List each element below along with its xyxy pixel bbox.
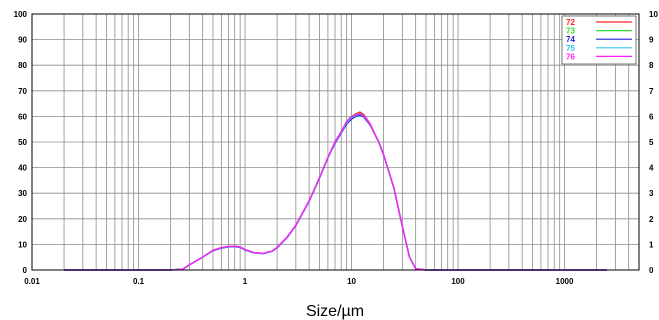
series-line-73 — [64, 112, 607, 271]
x-tick-label: 10 — [347, 277, 356, 286]
legend-label: 73 — [566, 27, 575, 36]
x-tick-label: 1 — [243, 277, 248, 286]
x-tick-label: 0.01 — [24, 277, 40, 286]
x-tick-label: 100 — [451, 277, 465, 286]
right-tick-label: 3 — [649, 189, 654, 198]
right-tick-label: 1 — [649, 240, 654, 249]
legend-label: 74 — [566, 35, 575, 44]
series-line-76 — [64, 113, 607, 271]
y-tick-label: 70 — [18, 87, 27, 96]
y-tick-label: 90 — [18, 36, 27, 45]
right-tick-label: 9 — [649, 36, 654, 45]
x-tick-label: 1000 — [556, 277, 574, 286]
y-tick-label: 100 — [14, 10, 28, 19]
series-line-75 — [64, 113, 607, 271]
y-tick-label: 60 — [18, 112, 27, 121]
grid-lines — [32, 14, 639, 270]
x-tick-label: 0.1 — [133, 277, 145, 286]
right-tick-label: 8 — [649, 61, 654, 70]
x-axis-title: Size/µm — [306, 303, 364, 320]
right-tick-label: 10 — [649, 10, 658, 19]
legend-label: 76 — [566, 52, 575, 61]
y-tick-label: 10 — [18, 240, 27, 249]
y-tick-label: 0 — [23, 266, 28, 275]
right-tick-label: 5 — [649, 138, 654, 147]
right-tick-label: 4 — [649, 164, 654, 173]
right-tick-label: 0 — [649, 266, 654, 275]
series-line-72 — [64, 111, 607, 271]
y-tick-label: 50 — [18, 138, 27, 147]
y-tick-label: 30 — [18, 189, 27, 198]
y-tick-label: 80 — [18, 61, 27, 70]
right-tick-label: 7 — [649, 87, 654, 96]
right-tick-label: 6 — [649, 112, 654, 121]
legend-label: 72 — [566, 18, 575, 27]
plot-frame — [31, 13, 640, 271]
series-line-74 — [64, 114, 607, 271]
series-layer — [64, 111, 607, 271]
tick-labels: 0.01 0.1 1 10 100 100001020304050607080901000… — [14, 10, 659, 286]
y-tick-label: 20 — [18, 215, 27, 224]
y-tick-label: 40 — [18, 164, 27, 173]
legend-label: 75 — [566, 44, 575, 53]
right-tick-label: 2 — [649, 215, 654, 224]
